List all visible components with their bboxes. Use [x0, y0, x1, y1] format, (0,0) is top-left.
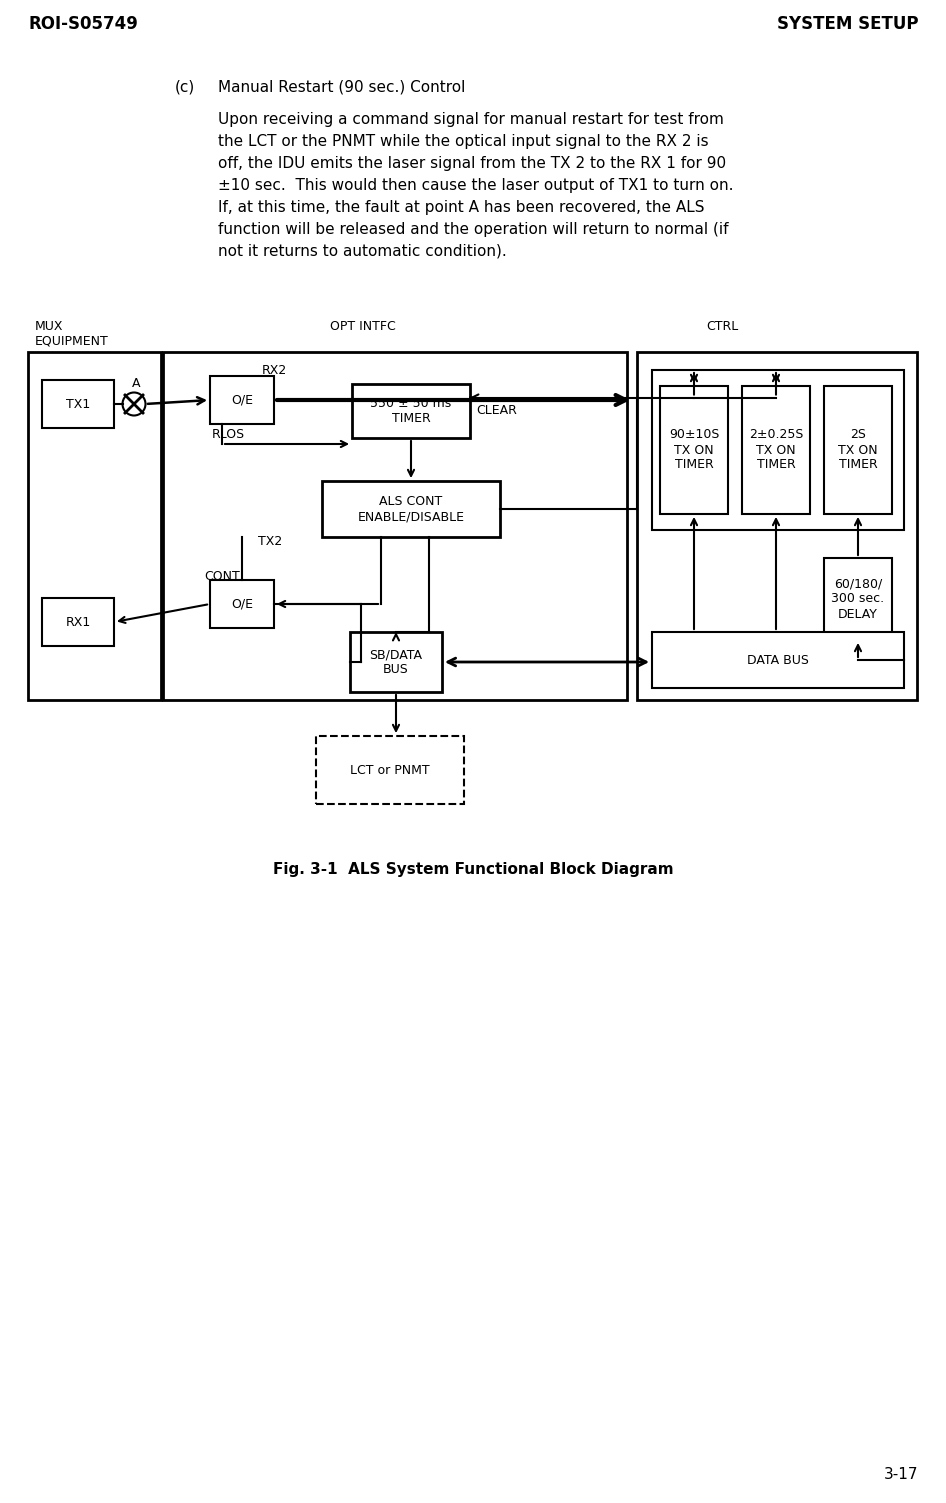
Bar [163, 352, 627, 700]
Bar [652, 370, 904, 531]
Text: ±10 sec.  This would then cause the laser output of TX1 to turn on.: ±10 sec. This would then cause the laser… [218, 177, 733, 192]
Bar [350, 631, 442, 691]
Bar [742, 386, 810, 514]
Bar [28, 352, 161, 700]
Text: If, at this time, the fault at point A has been recovered, the ALS: If, at this time, the fault at point A h… [218, 200, 705, 215]
Bar [210, 376, 274, 424]
Text: function will be released and the operation will return to normal (if: function will be released and the operat… [218, 222, 728, 237]
Text: O/E: O/E [231, 598, 253, 610]
Text: RX1: RX1 [65, 616, 91, 628]
Text: CLEAR: CLEAR [476, 404, 517, 418]
Text: ROI-S05749: ROI-S05749 [28, 15, 138, 33]
Text: RX2: RX2 [262, 364, 288, 377]
Text: 2S
TX ON
TIMER: 2S TX ON TIMER [838, 428, 878, 472]
Bar [42, 598, 114, 646]
Text: MUX
EQUIPMENT: MUX EQUIPMENT [35, 320, 109, 349]
Text: CONT: CONT [204, 570, 239, 583]
Bar [637, 352, 917, 700]
Bar [660, 386, 728, 514]
Text: 60/180/
300 sec.
DELAY: 60/180/ 300 sec. DELAY [832, 577, 885, 621]
Bar [652, 631, 904, 688]
Text: ALS CONT
ENABLE/DISABLE: ALS CONT ENABLE/DISABLE [358, 494, 464, 523]
Bar [824, 558, 892, 640]
Text: 3-17: 3-17 [884, 1467, 918, 1482]
Bar [42, 380, 114, 428]
Bar [316, 736, 464, 804]
Bar [322, 481, 500, 537]
Text: 90±10S
TX ON
TIMER: 90±10S TX ON TIMER [669, 428, 719, 472]
Text: CTRL: CTRL [706, 320, 738, 334]
Text: 550 ± 50 ms
TIMER: 550 ± 50 ms TIMER [371, 397, 451, 425]
Text: RLOS: RLOS [212, 428, 245, 440]
Text: LCT or PNMT: LCT or PNMT [350, 764, 429, 777]
Text: Manual Restart (90 sec.) Control: Manual Restart (90 sec.) Control [218, 80, 465, 95]
Text: O/E: O/E [231, 394, 253, 406]
Text: OPT INTFC: OPT INTFC [330, 320, 395, 334]
Bar [210, 580, 274, 628]
Text: 2±0.25S
TX ON
TIMER: 2±0.25S TX ON TIMER [749, 428, 803, 472]
Text: SYSTEM SETUP: SYSTEM SETUP [777, 15, 918, 33]
Text: (c): (c) [175, 80, 195, 95]
Bar [352, 383, 470, 437]
Text: Fig. 3-1  ALS System Functional Block Diagram: Fig. 3-1 ALS System Functional Block Dia… [272, 863, 674, 876]
Text: not it returns to automatic condition).: not it returns to automatic condition). [218, 243, 507, 259]
Text: TX2: TX2 [258, 535, 282, 549]
Text: DATA BUS: DATA BUS [747, 654, 809, 666]
Text: SB/DATA
BUS: SB/DATA BUS [370, 648, 423, 676]
Text: off, the IDU emits the laser signal from the TX 2 to the RX 1 for 90: off, the IDU emits the laser signal from… [218, 156, 727, 171]
Text: Upon receiving a command signal for manual restart for test from: Upon receiving a command signal for manu… [218, 113, 724, 126]
Text: the LCT or the PNMT while the optical input signal to the RX 2 is: the LCT or the PNMT while the optical in… [218, 134, 709, 149]
Bar [824, 386, 892, 514]
Text: TX1: TX1 [66, 397, 90, 410]
Text: A: A [132, 377, 141, 389]
